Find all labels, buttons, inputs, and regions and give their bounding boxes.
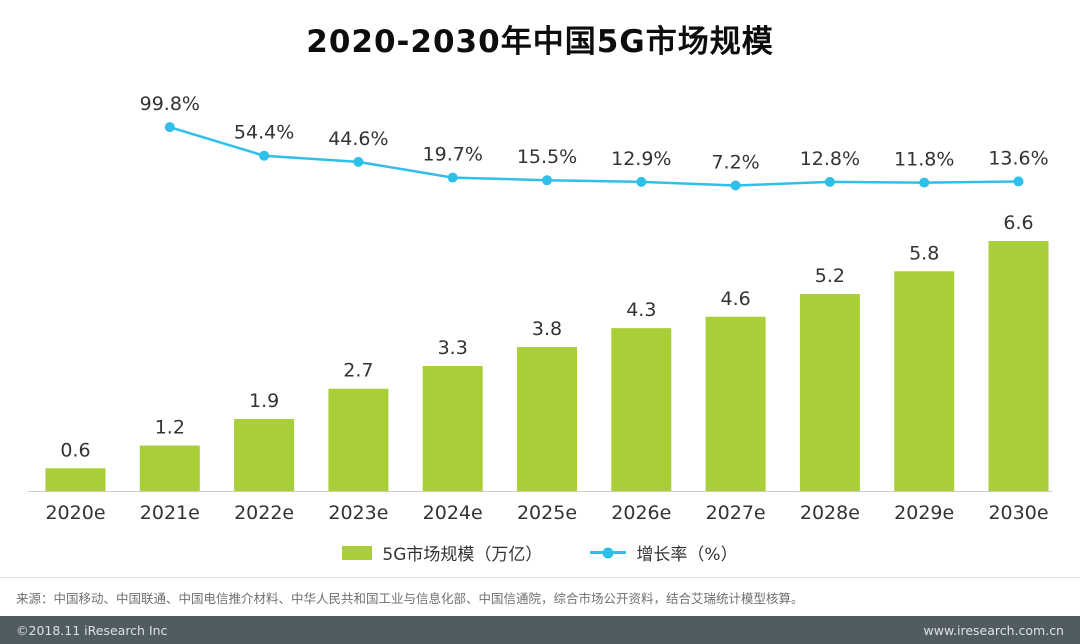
growth-value-label: 99.8% <box>140 93 200 115</box>
growth-point-2028e <box>824 176 835 187</box>
growth-value-label: 12.9% <box>611 148 671 170</box>
bar-legend-swatch-icon <box>342 545 373 560</box>
legend: 5G市场规模（万亿） 增长率（%） <box>0 540 1080 565</box>
growth-value-label: 12.8% <box>800 148 860 170</box>
footer-website: www.iresearch.com.cn <box>923 622 1065 638</box>
bar-2025e <box>517 347 577 491</box>
growth-point-2025e <box>542 175 552 186</box>
growth-rate-line <box>169 125 1019 187</box>
x-axis-label: 2022e <box>234 502 294 524</box>
footer-copyright: ©2018.11 iResearch Inc <box>16 622 168 638</box>
footer-bar: ©2018.11 iResearch Inc www.iresearch.com… <box>0 616 1080 644</box>
bar-value-label: 0.6 <box>60 439 90 461</box>
legend-item-market-size: 5G市场规模（万亿） <box>342 540 542 565</box>
x-axis-label: 2027e <box>706 502 766 524</box>
x-axis-label: 2023e <box>328 502 388 524</box>
legend-label-growth-rate: 增长率（%） <box>636 545 738 565</box>
x-axis-label: 2021e <box>140 502 200 524</box>
x-axis-label: 2025e <box>517 502 577 524</box>
bar-value-label: 1.2 <box>155 417 185 439</box>
bar-value-label: 4.6 <box>720 288 750 310</box>
bar-value-label: 5.2 <box>815 265 845 287</box>
x-axis-label: 2026e <box>611 502 671 524</box>
bar-2030e <box>988 241 1049 491</box>
bar-2027e <box>705 316 766 491</box>
bar-2029e <box>894 271 955 491</box>
bar-2024e <box>422 366 483 491</box>
legend-item-growth-rate: 增长率（%） <box>590 540 738 565</box>
bar-2022e <box>234 419 295 491</box>
growth-value-label: 13.6% <box>988 147 1048 169</box>
line-legend-dot-icon <box>602 547 614 558</box>
growth-value-label: 54.4% <box>234 122 294 144</box>
bar-2020e <box>45 468 106 491</box>
growth-value-label: 19.7% <box>423 144 483 166</box>
bar-2026e <box>611 328 672 491</box>
x-axis-label: 2020e <box>45 502 105 524</box>
growth-value-label: 15.5% <box>517 146 577 168</box>
bar-value-label: 3.8 <box>532 318 562 340</box>
x-axis-label: 2028e <box>800 502 860 524</box>
bar-value-label: 5.8 <box>909 242 939 264</box>
growth-point-2029e <box>919 177 930 188</box>
growth-point-2022e <box>259 150 270 161</box>
growth-point-2026e <box>636 176 647 187</box>
chart-title: 2020-2030年中国5G市场规模 <box>306 24 774 60</box>
bar-2023e <box>328 388 389 491</box>
growth-point-2023e <box>353 156 364 167</box>
x-axis-label: 2024e <box>423 502 483 524</box>
bar-2021e <box>139 445 200 491</box>
growth-value-label: 7.2% <box>711 151 759 173</box>
source-note: 来源：中国移动、中国联通、中国电信推介材料、中华人民共和国工业与信息化部、中国信… <box>16 591 804 606</box>
growth-value-label: 11.8% <box>894 149 954 171</box>
growth-point-2027e <box>730 180 741 191</box>
growth-point-2024e <box>447 172 458 183</box>
divider-line <box>0 577 1080 578</box>
bar-value-label: 1.9 <box>249 390 279 412</box>
x-axis-label: 2029e <box>894 502 954 524</box>
bar-value-label: 3.3 <box>438 337 468 359</box>
x-axis-label: 2030e <box>988 502 1048 524</box>
legend-label-market-size: 5G市场规模（万亿） <box>382 545 543 565</box>
line-legend-marker-icon <box>590 547 627 558</box>
growth-value-label: 44.6% <box>328 128 388 150</box>
growth-point-2021e <box>164 122 175 133</box>
bar-2028e <box>799 294 860 491</box>
bar-value-label: 6.6 <box>1003 212 1033 234</box>
bar-value-label: 2.7 <box>343 360 373 382</box>
bar-value-label: 4.3 <box>626 299 656 321</box>
growth-point-2030e <box>1013 176 1024 187</box>
